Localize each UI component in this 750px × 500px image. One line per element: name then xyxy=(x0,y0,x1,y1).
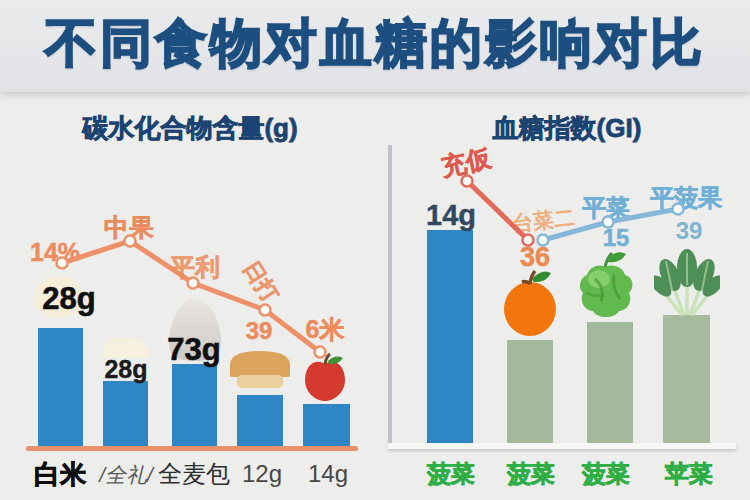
category-label: 白米 xyxy=(28,461,92,488)
spinach-icon xyxy=(654,241,720,317)
cabbage-icon xyxy=(574,245,636,323)
line-value: 39 xyxy=(673,218,705,243)
category-label: 12g xyxy=(239,461,285,486)
bar-spinach-blue xyxy=(427,230,473,445)
line-label: 充仮 xyxy=(434,143,498,181)
line-label: 平菠果 xyxy=(649,185,723,210)
gi-chart-title: 血糖指数(GI) xyxy=(417,111,717,146)
line-label: 台菜二 xyxy=(511,207,571,235)
bar-rice xyxy=(38,328,83,448)
bar-5 xyxy=(303,404,350,448)
value-label: 14g xyxy=(424,200,478,230)
category-label: 菠菜 xyxy=(500,461,562,486)
line-label: 14% xyxy=(30,239,80,265)
line-label: 39 xyxy=(241,318,277,343)
value-label: 73g xyxy=(163,334,225,367)
category-label: 苹菜 xyxy=(658,461,720,486)
line-label: 平利 xyxy=(169,254,221,280)
category-label: 全麦包 xyxy=(154,461,234,486)
x-axis-right xyxy=(388,443,736,449)
infographic-canvas: 不同食物对血糖的影响对比 碳水化合物含量(g) 28g 28g 73g 14% … xyxy=(0,0,750,500)
category-label: 菠菜 xyxy=(575,461,637,486)
bar-bread xyxy=(172,364,217,448)
bar-apple-gi xyxy=(507,340,553,445)
y-axis-right xyxy=(388,145,392,448)
x-axis-left xyxy=(26,446,358,451)
bread-icon xyxy=(228,349,292,389)
bar-bun xyxy=(103,381,148,448)
orange-apple-icon xyxy=(501,264,559,338)
category-label: 14g xyxy=(305,461,351,486)
bar-spinach-gi xyxy=(663,315,710,445)
line-label: 日打 xyxy=(238,254,285,309)
category-label: /全礼/ xyxy=(97,464,155,486)
bar-4 xyxy=(237,395,283,448)
carb-chart-title: 碳水化合物含量(g) xyxy=(40,111,340,146)
value-label: 28g xyxy=(33,283,105,316)
value-label: 28g xyxy=(99,356,153,382)
red-apple-icon xyxy=(303,352,347,402)
category-label: 菠菜 xyxy=(420,461,482,486)
line-label: 中果 xyxy=(101,214,157,240)
main-title: 不同食物对血糖的影响对比 xyxy=(0,9,750,79)
line-label: 6米 xyxy=(303,316,347,342)
line-label: 平菜 xyxy=(580,195,632,220)
bar-cabbage-gi xyxy=(587,322,633,445)
